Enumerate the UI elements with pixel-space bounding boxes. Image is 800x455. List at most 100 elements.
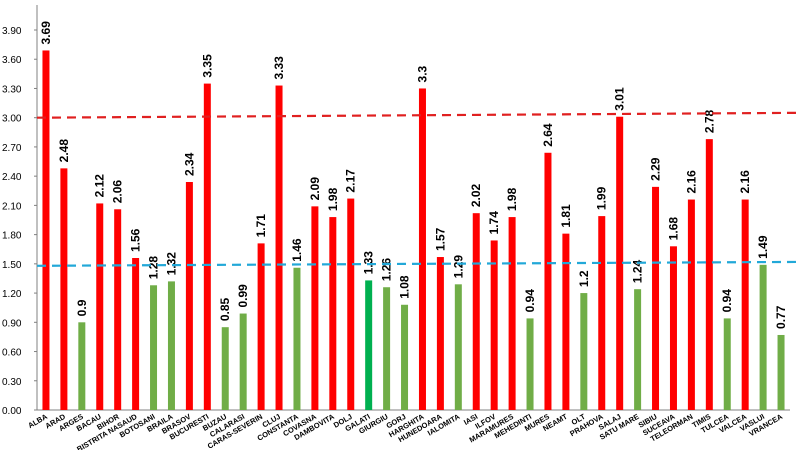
bar bbox=[114, 209, 122, 410]
bar bbox=[347, 198, 355, 410]
bar bbox=[472, 213, 480, 410]
value-label: 0.77 bbox=[774, 305, 788, 329]
value-label: 0.94 bbox=[720, 289, 734, 313]
bar bbox=[275, 85, 283, 411]
bar bbox=[293, 267, 301, 410]
value-label: 2.64 bbox=[541, 123, 555, 147]
reference-line bbox=[36, 260, 800, 267]
value-label: 1.68 bbox=[666, 217, 680, 241]
y-tick-label: 0.60 bbox=[2, 348, 22, 359]
y-tick-label: 3.30 bbox=[2, 84, 22, 95]
value-label: 3.35 bbox=[200, 54, 214, 78]
bar bbox=[687, 199, 695, 410]
value-label: 3.01 bbox=[613, 87, 627, 111]
value-label: 0.94 bbox=[523, 289, 537, 313]
bar bbox=[562, 233, 570, 410]
value-label: 2.17 bbox=[344, 169, 358, 193]
bar bbox=[221, 327, 229, 410]
bar bbox=[526, 318, 534, 410]
y-tick-label: 3.60 bbox=[2, 55, 22, 66]
value-label: 2.78 bbox=[702, 109, 716, 133]
y-tick-label: 1.50 bbox=[2, 260, 22, 271]
y-tick-label: 2.10 bbox=[2, 201, 22, 212]
bar bbox=[311, 206, 319, 410]
bar bbox=[150, 285, 158, 410]
value-label: 1.99 bbox=[595, 186, 609, 210]
bar bbox=[401, 304, 409, 410]
y-tick-label: 2.70 bbox=[2, 143, 22, 154]
bar bbox=[239, 313, 247, 410]
bar bbox=[598, 216, 606, 410]
value-label: 3.69 bbox=[39, 21, 53, 45]
value-label: 3.33 bbox=[272, 56, 286, 80]
value-label: 2.29 bbox=[649, 157, 663, 181]
value-label: 1.2 bbox=[577, 270, 591, 287]
bar bbox=[580, 293, 588, 410]
value-label: 2.34 bbox=[182, 152, 196, 176]
bar bbox=[185, 182, 193, 410]
value-label: 3.3 bbox=[415, 65, 429, 82]
bar bbox=[257, 243, 265, 410]
value-label: 2.48 bbox=[57, 139, 71, 163]
bar bbox=[544, 152, 552, 410]
bar bbox=[167, 281, 175, 410]
value-label: 1.98 bbox=[326, 187, 340, 211]
bar bbox=[365, 280, 373, 410]
value-label: 0.99 bbox=[236, 284, 250, 308]
value-label: 1.57 bbox=[433, 227, 447, 251]
bar bbox=[96, 203, 104, 410]
bar bbox=[777, 334, 785, 410]
bar bbox=[723, 318, 731, 410]
y-tick-label: 2.40 bbox=[2, 172, 22, 183]
value-label: 1.08 bbox=[398, 275, 412, 299]
value-label: 1.24 bbox=[631, 259, 645, 283]
bar bbox=[652, 186, 660, 410]
bar bbox=[42, 50, 50, 410]
bar bbox=[60, 168, 68, 410]
value-label: 1.26 bbox=[380, 258, 394, 282]
bar bbox=[759, 264, 767, 410]
bar bbox=[616, 116, 624, 410]
bar bbox=[383, 287, 391, 410]
value-label: 2.02 bbox=[469, 183, 483, 207]
value-label: 1.56 bbox=[129, 228, 143, 252]
bar bbox=[454, 284, 462, 410]
value-label: 2.09 bbox=[308, 177, 322, 201]
value-label: 0.85 bbox=[218, 297, 232, 321]
bar bbox=[203, 83, 211, 410]
y-tick-label: 3.00 bbox=[2, 114, 22, 125]
value-label: 1.74 bbox=[487, 211, 501, 235]
y-tick-label: 0.00 bbox=[2, 406, 22, 417]
bar bbox=[436, 257, 444, 410]
y-tick-label: 1.20 bbox=[2, 289, 22, 300]
value-label: 1.29 bbox=[451, 255, 465, 279]
bar bbox=[669, 246, 677, 410]
bar bbox=[741, 199, 749, 410]
bar bbox=[508, 217, 516, 410]
value-label: 2.12 bbox=[93, 174, 107, 198]
bar bbox=[634, 289, 642, 410]
value-label: 2.16 bbox=[684, 170, 698, 194]
reference-line bbox=[36, 111, 800, 119]
bar bbox=[329, 217, 337, 410]
y-tick-label: 0.30 bbox=[2, 377, 22, 388]
value-label: 1.32 bbox=[164, 252, 178, 276]
value-label: 1.81 bbox=[559, 204, 573, 228]
bar bbox=[418, 88, 426, 410]
y-tick-label: 3.90 bbox=[2, 26, 22, 37]
bar bbox=[78, 322, 86, 410]
value-label: 1.28 bbox=[147, 256, 161, 280]
value-label: 1.46 bbox=[290, 238, 304, 262]
value-label: 1.33 bbox=[362, 251, 376, 275]
y-tick-label: 1.80 bbox=[2, 231, 22, 242]
value-label: 1.71 bbox=[254, 214, 268, 238]
value-label: 2.06 bbox=[111, 180, 125, 204]
value-label: 1.98 bbox=[505, 187, 519, 211]
bar bbox=[705, 139, 713, 410]
value-label: 1.49 bbox=[756, 235, 770, 259]
bar bbox=[132, 258, 140, 410]
bar bbox=[490, 240, 498, 410]
value-label: 0.9 bbox=[75, 299, 89, 316]
